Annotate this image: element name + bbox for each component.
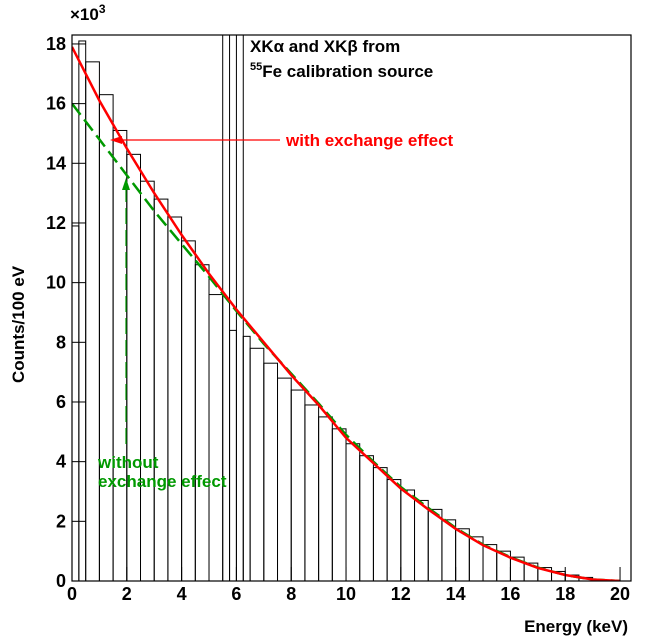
fit-curve (72, 46, 621, 581)
histogram-bin (263, 362, 279, 581)
histogram-bin (414, 499, 429, 581)
histogram-bin (359, 455, 374, 581)
x-tick-label: 2 (122, 584, 132, 604)
x-tick-label: 0 (67, 584, 77, 604)
histogram-bin (140, 180, 155, 581)
y-tick-label: 14 (46, 153, 66, 173)
histogram-bin (400, 489, 416, 581)
annotation-text: Fe calibration source (262, 62, 433, 81)
y-tick-label: 8 (56, 332, 66, 352)
x-tick-label: 18 (555, 584, 575, 604)
histogram-bin (222, 35, 231, 581)
annotation: exchange effect (98, 472, 227, 491)
histogram-bin (304, 404, 320, 581)
histogram-bin (249, 347, 265, 581)
histogram-bin (112, 129, 128, 581)
histogram-bin (181, 240, 196, 581)
y-tick-label: 18 (46, 34, 66, 54)
x-tick-label: 8 (286, 584, 296, 604)
arrow-head (110, 136, 122, 144)
histogram-bin (290, 389, 306, 581)
x-tick-label: 10 (336, 584, 356, 604)
x-tick-label: 4 (177, 584, 187, 604)
histogram-bin (208, 294, 224, 581)
y-tick-label: 12 (46, 213, 66, 233)
annotation: without (97, 453, 159, 472)
histogram-bin (229, 329, 237, 581)
annotation: XKα and XKβ from (250, 37, 400, 56)
annotation: 55Fe calibration source (250, 61, 433, 81)
annotation: with exchange effect (285, 131, 454, 150)
histogram-bin (441, 519, 457, 581)
histogram-bin (85, 61, 100, 581)
histogram-bin (126, 153, 142, 581)
y-multiplier: ×103 (70, 2, 106, 24)
histogram-bin (386, 479, 402, 581)
histogram-bin (235, 35, 244, 581)
y-multiplier-base: ×10 (70, 5, 99, 24)
plot-frame (71, 34, 632, 582)
y-tick-label: 16 (46, 94, 66, 114)
histogram-bin (167, 216, 183, 581)
y-tick-label: 2 (56, 511, 66, 531)
y-tick-label: 4 (56, 452, 66, 472)
histogram-bin (98, 94, 114, 581)
fit-curve (72, 102, 621, 581)
x-axis-title: Energy (keV) (524, 617, 628, 636)
x-tick-label: 16 (500, 584, 520, 604)
arrow-head (122, 178, 130, 190)
y-tick-label: 10 (46, 273, 66, 293)
plot-area (72, 35, 621, 581)
histogram-bin (345, 443, 361, 581)
x-tick-label: 20 (610, 584, 630, 604)
y-tick-label: 6 (56, 392, 66, 412)
histogram-bin (72, 225, 80, 581)
histogram-bin (372, 467, 388, 581)
histogram-bin (242, 335, 251, 581)
histogram-bin (427, 508, 443, 581)
y-axis-title: Counts/100 eV (9, 265, 28, 383)
histogram-bin (331, 428, 347, 581)
y-multiplier-exponent: 3 (99, 2, 106, 16)
histogram-bin (194, 264, 210, 581)
x-tick-label: 12 (391, 584, 411, 604)
annotation-superscript: 55 (250, 61, 262, 73)
histogram-bin (277, 377, 292, 581)
x-tick-label: 6 (231, 584, 241, 604)
y-tick-label: 0 (56, 571, 66, 591)
x-tick-label: 14 (446, 584, 466, 604)
histogram-bin (153, 198, 169, 581)
histogram-bin (318, 416, 333, 581)
